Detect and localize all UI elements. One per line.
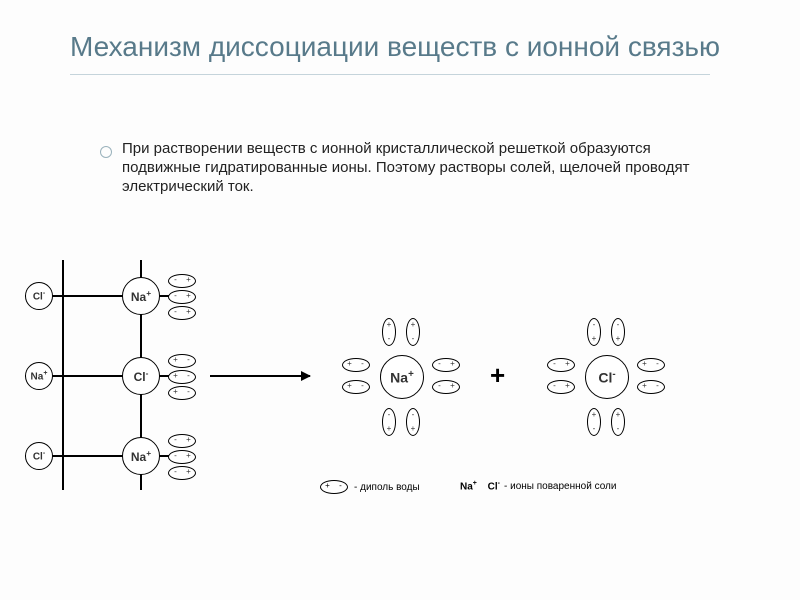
dipole-icon: -+ (547, 380, 575, 394)
legend-ions-text: - ионы поваренной соли (504, 481, 616, 492)
legend-ions: Na+ Cl- - ионы поваренной соли (460, 480, 616, 492)
dipole-icon: +- (587, 408, 601, 436)
dissociation-diagram: Cl- Na+ Cl- Na+ Cl- Na+ -+ -+ -+ +- +- +… (40, 260, 760, 550)
dipole-icon: +- (611, 408, 625, 436)
dipole-icon: +- (406, 318, 420, 346)
lattice-ion-cl: Cl- (122, 357, 160, 395)
dipole-icon: +- (168, 354, 196, 368)
dipole-icon: +- (637, 358, 665, 372)
reaction-arrow-icon (210, 375, 310, 377)
dipole-icon: -+ (168, 450, 196, 464)
dipole-icon: -+ (611, 318, 625, 346)
slide-title: Механизм диссоциации веществ с ионной св… (70, 30, 730, 64)
dipole-icon: -+ (168, 466, 196, 480)
dipole-icon: +- (342, 358, 370, 372)
title-underline (70, 74, 710, 75)
dipole-icon: +- (168, 386, 196, 400)
hydrated-na-ion: Na+ (380, 355, 424, 399)
lattice-ion-cl: Cl- (25, 442, 53, 470)
dipole-icon: -+ (168, 434, 196, 448)
plus-sign: + (490, 360, 505, 391)
dipole-icon: -+ (168, 290, 196, 304)
dipole-icon: +- (320, 480, 348, 494)
bullet-marker-icon (100, 146, 112, 158)
dipole-icon: +- (342, 380, 370, 394)
dipole-icon: -+ (382, 408, 396, 436)
dipole-icon: -+ (432, 358, 460, 372)
hydrated-cl-ion: Cl- (585, 355, 629, 399)
dipole-icon: -+ (406, 408, 420, 436)
legend-dipole-text: - диполь воды (354, 482, 420, 493)
slide-title-block: Механизм диссоциации веществ с ионной св… (70, 30, 730, 75)
lattice-ion-cl: Cl- (25, 282, 53, 310)
dipole-icon: -+ (547, 358, 575, 372)
dipole-icon: -+ (168, 274, 196, 288)
lattice-ion-na: Na+ (25, 362, 53, 390)
lattice-ion-na: Na+ (122, 437, 160, 475)
legend-dipole: +- - диполь воды (320, 480, 420, 494)
bullet: При растворении веществ с ионной кристал… (100, 140, 700, 196)
dipole-icon: +- (382, 318, 396, 346)
dipole-icon: +- (168, 370, 196, 384)
dipole-icon: -+ (432, 380, 460, 394)
lattice-ion-na: Na+ (122, 277, 160, 315)
dipole-icon: +- (637, 380, 665, 394)
bullet-text: При растворении веществ с ионной кристал… (122, 140, 700, 196)
dipole-icon: -+ (587, 318, 601, 346)
dipole-icon: -+ (168, 306, 196, 320)
